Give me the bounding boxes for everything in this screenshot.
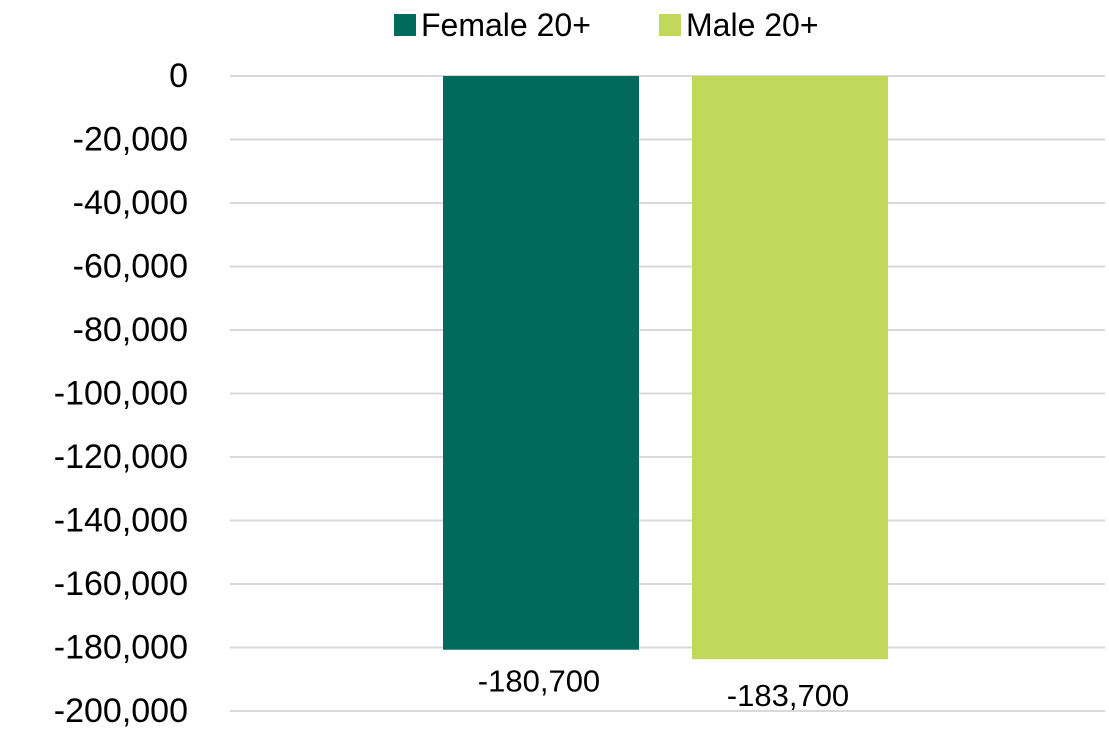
y-tick-label: -120,000	[54, 438, 188, 476]
y-tick-label: -20,000	[73, 121, 188, 159]
y-tick-label: -180,000	[54, 629, 188, 667]
legend-swatch	[659, 14, 681, 36]
legend: Female 20+ Male 20+	[394, 7, 819, 43]
legend-item: Female 20+	[394, 7, 591, 43]
legend-swatch	[394, 14, 416, 36]
y-tick-label: 0	[169, 57, 188, 95]
y-tick-label: -40,000	[73, 184, 188, 222]
data-labels: -180,700 -183,700	[478, 664, 849, 714]
y-tick-label: -60,000	[73, 248, 188, 286]
legend-label: Male 20+	[686, 7, 819, 43]
y-tick-label: -140,000	[54, 502, 188, 540]
y-tick-label: -100,000	[54, 375, 188, 413]
gridlines	[230, 75, 1105, 712]
y-tick-label: -80,000	[73, 311, 188, 349]
bar-female-20	[443, 76, 639, 650]
bars	[443, 76, 888, 660]
legend-item: Male 20+	[659, 7, 819, 43]
data-label: -180,700	[478, 664, 600, 699]
bar-male-20	[692, 76, 888, 660]
y-tick-label: -160,000	[54, 565, 188, 603]
legend-label: Female 20+	[421, 7, 591, 43]
y-tick-label: -200,000	[54, 692, 188, 730]
y-axis-tick-labels: 0 -20,000 -40,000 -60,000 -80,000 -100,000 -12…	[54, 57, 188, 730]
data-label: -183,700	[727, 678, 849, 713]
